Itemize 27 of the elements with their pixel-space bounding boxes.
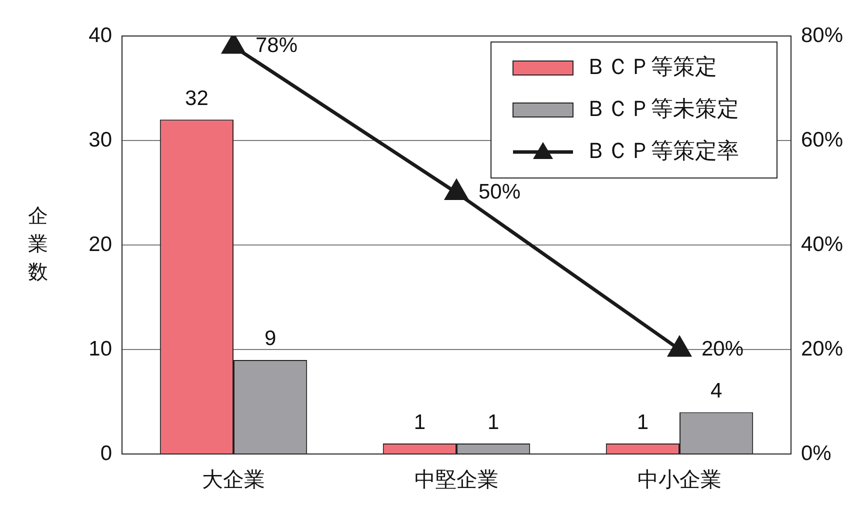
legend-label: ＢＣＰ等策定率 <box>585 138 739 164</box>
legend-label: ＢＣＰ等未策定 <box>585 96 739 122</box>
y-tick-label: 10 <box>88 337 112 360</box>
point <box>445 180 468 200</box>
data-label: 78% <box>256 34 298 58</box>
x-tick-label: 中小企業 <box>638 468 722 492</box>
y-tick-label: 40 <box>88 24 112 47</box>
data-label: 1 <box>414 410 426 434</box>
data-label: 1 <box>487 410 500 434</box>
y2-tick-label: 40% <box>801 232 844 256</box>
x-tick-label: 大企業 <box>202 468 265 492</box>
data-label: 4 <box>710 379 722 402</box>
y-tick-label: 0 <box>100 442 112 465</box>
y-tick-label: 20 <box>88 232 112 256</box>
point <box>668 336 691 357</box>
y2-tick-label: 80% <box>801 24 844 47</box>
data-label: 1 <box>636 410 649 434</box>
data-label: 50% <box>478 180 521 204</box>
y2-tick-label: 20% <box>801 337 844 360</box>
y2-tick-label: 60% <box>801 128 844 152</box>
y-tick-label: 30 <box>88 128 112 152</box>
legend-label: ＢＣＰ等策定 <box>585 54 717 80</box>
y-axis-title: 企業数 <box>28 206 48 284</box>
data-label: 32 <box>185 86 208 110</box>
y2-tick-label: 0% <box>801 442 832 465</box>
x-tick-label: 中堅企業 <box>414 468 498 492</box>
data-label: 9 <box>264 327 276 350</box>
